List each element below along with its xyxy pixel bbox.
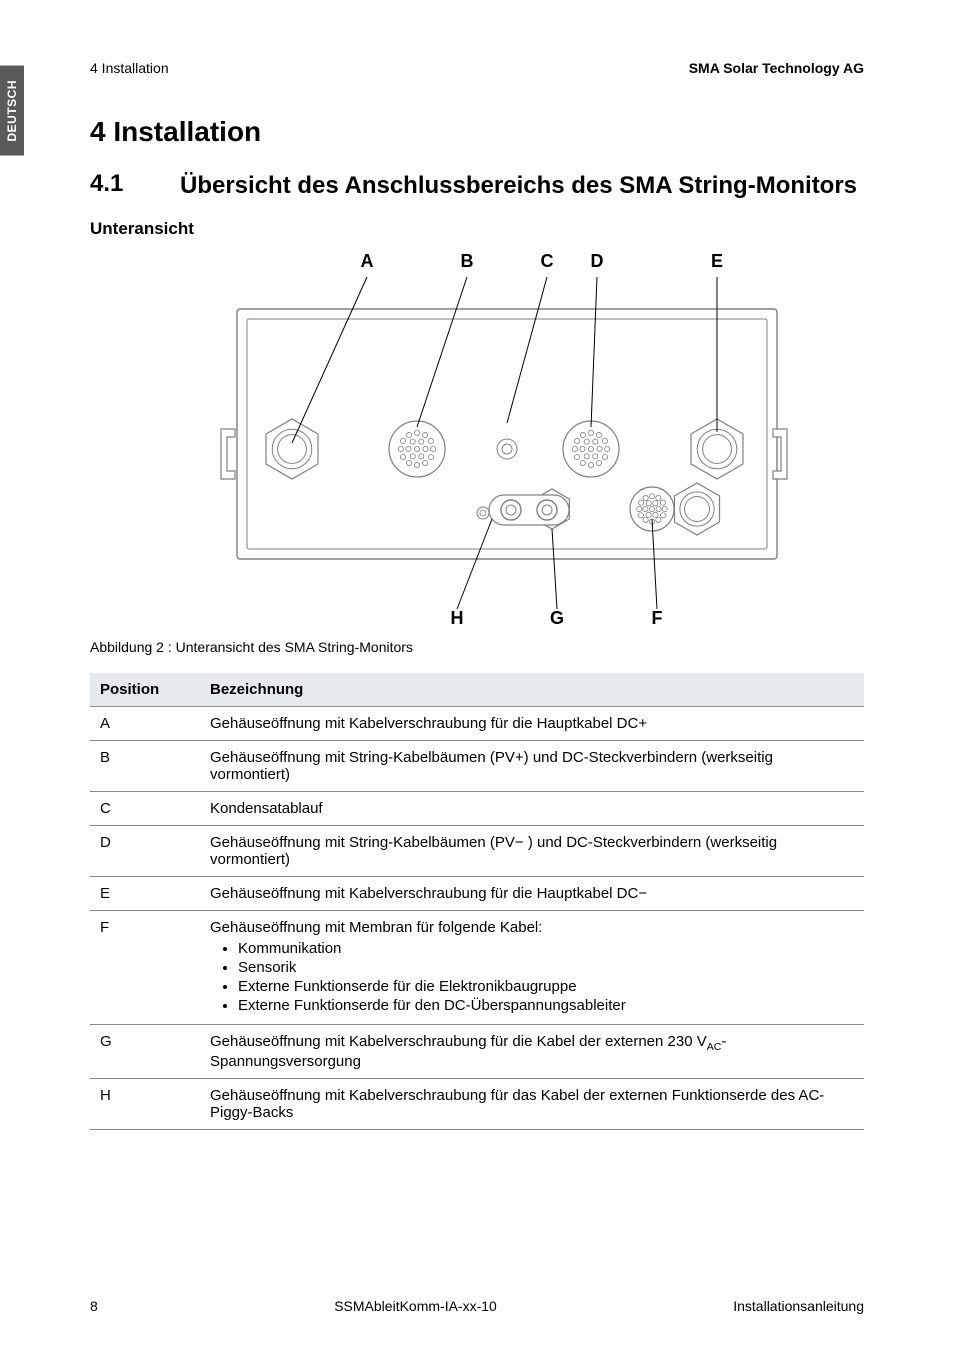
list-item: Externe Funktionserde für den DC-Überspa… <box>238 997 854 1014</box>
table-cell-description: Gehäuseöffnung mit Kabelverschraubung fü… <box>200 1079 864 1130</box>
section-number: 4.1 <box>90 170 180 201</box>
table-cell-position: C <box>90 792 200 826</box>
table-row: FGehäuseöffnung mit Membran für folgende… <box>90 911 864 1025</box>
svg-text:G: G <box>550 608 564 628</box>
table-header-row: Position Bezeichnung <box>90 673 864 707</box>
table-header-position: Position <box>90 673 200 707</box>
footer-page-number: 8 <box>90 1298 98 1314</box>
table-cell-description: Gehäuseöffnung mit String-Kabelbäumen (P… <box>200 741 864 792</box>
svg-text:H: H <box>451 608 464 628</box>
list-item: Kommunikation <box>238 940 854 957</box>
table-cell-description: Gehäuseöffnung mit Membran für folgende … <box>200 911 864 1025</box>
table-cell-description: Gehäuseöffnung mit Kabelverschraubung fü… <box>200 1025 864 1079</box>
section-heading-row: 4.1 Übersicht des Anschlussbereichs des … <box>90 170 864 201</box>
chapter-heading: 4 Installation <box>90 116 864 148</box>
table-row: GGehäuseöffnung mit Kabelverschraubung f… <box>90 1025 864 1079</box>
list-item: Sensorik <box>238 959 854 976</box>
table-cell-position: H <box>90 1079 200 1130</box>
list-item: Externe Funktionserde für die Elektronik… <box>238 978 854 995</box>
content-area: 4 Installation 4.1 Übersicht des Anschlu… <box>90 116 864 1130</box>
subheading: Unteransicht <box>90 219 864 239</box>
table-row: DGehäuseöffnung mit String-Kabelbäumen (… <box>90 826 864 877</box>
table-row: EGehäuseöffnung mit Kabelverschraubung f… <box>90 877 864 911</box>
table-cell-position: F <box>90 911 200 1025</box>
header-right-text: SMA Solar Technology AG <box>689 60 864 76</box>
svg-text:B: B <box>461 251 474 271</box>
table-cell-description: Gehäuseöffnung mit Kabelverschraubung fü… <box>200 877 864 911</box>
table-cell-description: Gehäuseöffnung mit Kabelverschraubung fü… <box>200 707 864 741</box>
svg-text:D: D <box>591 251 604 271</box>
header-left-text: 4 Installation <box>90 60 169 76</box>
device-bottom-view-diagram: A B C D E H G F <box>157 249 797 629</box>
table-cell-description: Kondensatablauf <box>200 792 864 826</box>
position-table: Position Bezeichnung AGehäuseöffnung mit… <box>90 673 864 1130</box>
table-cell-description: Gehäuseöffnung mit String-Kabelbäumen (P… <box>200 826 864 877</box>
svg-text:E: E <box>711 251 723 271</box>
table-header-bezeichnung: Bezeichnung <box>200 673 864 707</box>
running-footer: 8 SSMAbleitKomm-IA-xx-10 Installationsan… <box>90 1298 864 1314</box>
table-row: BGehäuseöffnung mit String-Kabelbäumen (… <box>90 741 864 792</box>
footer-doc-id: SSMAbleitKomm-IA-xx-10 <box>334 1298 497 1314</box>
table-cell-position: G <box>90 1025 200 1079</box>
table-row: HGehäuseöffnung mit Kabelverschraubung f… <box>90 1079 864 1130</box>
svg-text:A: A <box>361 251 374 271</box>
table-row: AGehäuseöffnung mit Kabelverschraubung f… <box>90 707 864 741</box>
svg-text:F: F <box>652 608 663 628</box>
footer-doc-type: Installationsanleitung <box>733 1298 864 1314</box>
figure-container: A B C D E H G F <box>90 249 864 629</box>
table-cell-position: E <box>90 877 200 911</box>
table-cell-position: B <box>90 741 200 792</box>
running-header: 4 Installation SMA Solar Technology AG <box>90 60 864 76</box>
svg-text:C: C <box>541 251 554 271</box>
table-cell-position: D <box>90 826 200 877</box>
page: DEUTSCH 4 Installation SMA Solar Technol… <box>0 0 954 1354</box>
language-tab: DEUTSCH <box>0 66 24 156</box>
section-title: Übersicht des Anschlussbereichs des SMA … <box>180 170 857 201</box>
table-row: CKondensatablauf <box>90 792 864 826</box>
table-cell-position: A <box>90 707 200 741</box>
bullet-list: Kommunikation Sensorik Externe Funktionser… <box>210 940 854 1014</box>
figure-caption: Abbildung 2 : Unteransicht des SMA Strin… <box>90 639 864 655</box>
